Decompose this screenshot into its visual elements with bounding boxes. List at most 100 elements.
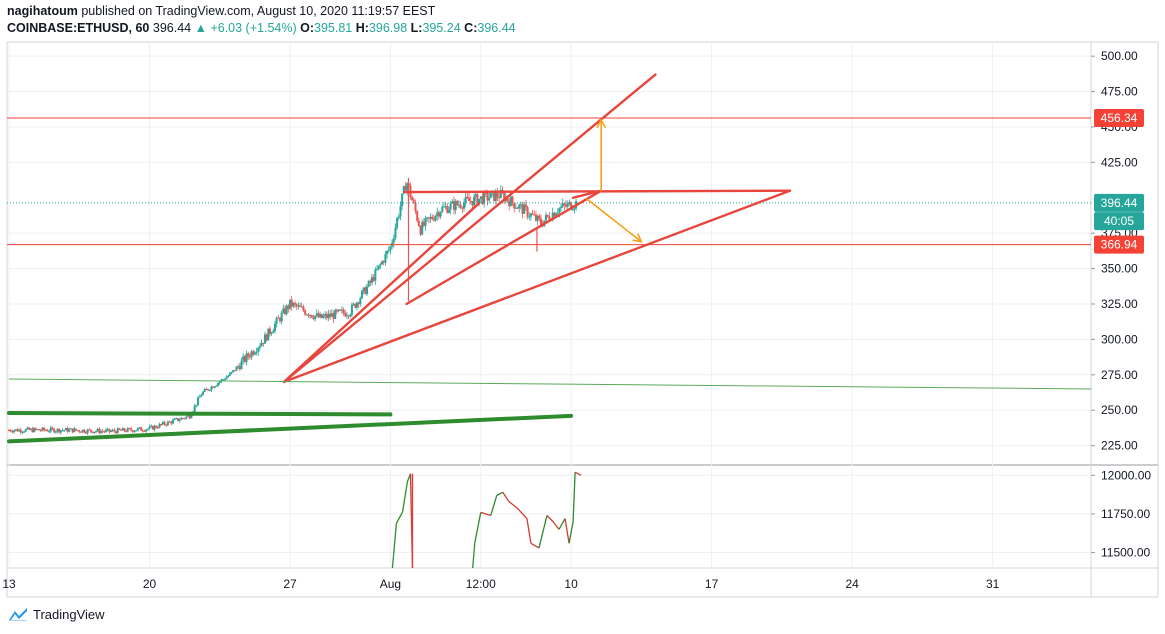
candle-body (61, 430, 64, 432)
indicator-segment (490, 495, 498, 516)
candle-body (96, 429, 99, 432)
indicator-segment (472, 543, 476, 569)
tradingview-brand[interactable]: TradingView (8, 606, 105, 622)
indicator-segment (526, 518, 532, 544)
candle-body (98, 429, 101, 433)
candle-body (205, 388, 208, 390)
candle-body (555, 213, 558, 217)
candle-body (340, 309, 343, 311)
indicator-segment (516, 507, 528, 519)
candle-body (519, 204, 522, 206)
candle-body (285, 305, 288, 315)
candle-body (431, 216, 434, 220)
symbol-label[interactable]: COINBASE:ETHUSD, 60 (7, 21, 150, 35)
candle-body (523, 204, 526, 214)
candle-body (384, 254, 387, 263)
candle-body (516, 207, 519, 209)
price-tick-label: 275.00 (1101, 368, 1138, 382)
candle-body (163, 422, 166, 425)
candle-body (248, 356, 251, 358)
last-price: 396.44 (152, 21, 192, 35)
candle-body (304, 310, 307, 315)
candle-body (503, 193, 506, 202)
candle-body (93, 431, 96, 433)
candle-body (551, 212, 554, 221)
candle-body (437, 212, 440, 217)
price-label: 366.94 (1094, 235, 1144, 254)
author-name[interactable]: nagihatoum (7, 4, 78, 18)
time-tick-label: Aug (380, 577, 401, 591)
candle-body (155, 425, 158, 428)
candle-body (18, 429, 21, 432)
candle-body (258, 346, 261, 348)
price-label-text: 366.94 (1101, 238, 1138, 252)
candle-body (68, 429, 71, 432)
candle-body (217, 382, 220, 386)
candle-body (539, 218, 542, 225)
indicator-segment (480, 511, 491, 517)
candle-body (566, 203, 569, 207)
candle-body (161, 422, 164, 425)
price-tick-label: 425.00 (1101, 155, 1138, 169)
candle-body (563, 203, 566, 206)
candle-body (367, 280, 370, 287)
indicator-segment (558, 518, 566, 530)
candle-body (267, 328, 270, 341)
candle-body (371, 277, 374, 283)
candle-body (299, 305, 302, 307)
price-label: 40:05 (1094, 212, 1144, 231)
candle-body (230, 371, 233, 374)
candle-body (534, 214, 537, 221)
candle-body (441, 206, 444, 213)
candle-body (228, 373, 231, 376)
candle-body (521, 204, 524, 214)
candle-body (402, 186, 405, 194)
candle-body (518, 204, 521, 209)
candle-body (379, 264, 382, 266)
candle-body (23, 431, 26, 433)
candle-body (165, 424, 168, 426)
candle-body (170, 421, 173, 424)
candle-body (260, 342, 263, 347)
trend-line-upper-channel (282, 202, 480, 384)
candle-body (429, 216, 432, 219)
candle-body (180, 417, 183, 420)
price-tick-label: 300.00 (1101, 332, 1138, 346)
candle-body (514, 207, 517, 209)
candle-body (489, 192, 492, 199)
candle-body (41, 427, 44, 431)
open-label: O: (300, 21, 314, 35)
candle-body (374, 269, 377, 281)
candle-body (277, 317, 280, 319)
low-value: 395.24 (422, 21, 461, 35)
candle-body (58, 428, 61, 433)
candle-body (253, 352, 256, 355)
candle-body (496, 192, 499, 198)
candle-body (198, 396, 201, 398)
candle-body (116, 428, 119, 434)
candle-body (46, 430, 49, 432)
trend-line-mid (405, 189, 603, 306)
candle-body (309, 315, 312, 317)
candle-body (279, 318, 282, 322)
candle-body (225, 377, 228, 380)
candle-body (280, 312, 283, 322)
price-label-text: 456.34 (1101, 111, 1138, 125)
candle-body (392, 238, 395, 243)
arrow-down-target-head (632, 233, 643, 243)
candle-body (232, 370, 235, 372)
candle-body (315, 313, 318, 316)
low-label: L: (410, 21, 423, 35)
candle-body (106, 428, 109, 430)
candle-body (14, 429, 17, 431)
change-value: +6.03 (+1.54%) (210, 21, 297, 35)
candle-body (432, 219, 435, 221)
candle-body (158, 423, 161, 428)
high-value: 396.98 (368, 21, 408, 35)
ohlc-legend: COINBASE:ETHUSD, 60 396.44 ▲ +6.03 (+1.5… (7, 21, 516, 35)
time-tick-label: 13 (2, 577, 16, 591)
candle-body (275, 317, 278, 324)
candle-body (478, 198, 481, 205)
candle-body (100, 431, 103, 433)
